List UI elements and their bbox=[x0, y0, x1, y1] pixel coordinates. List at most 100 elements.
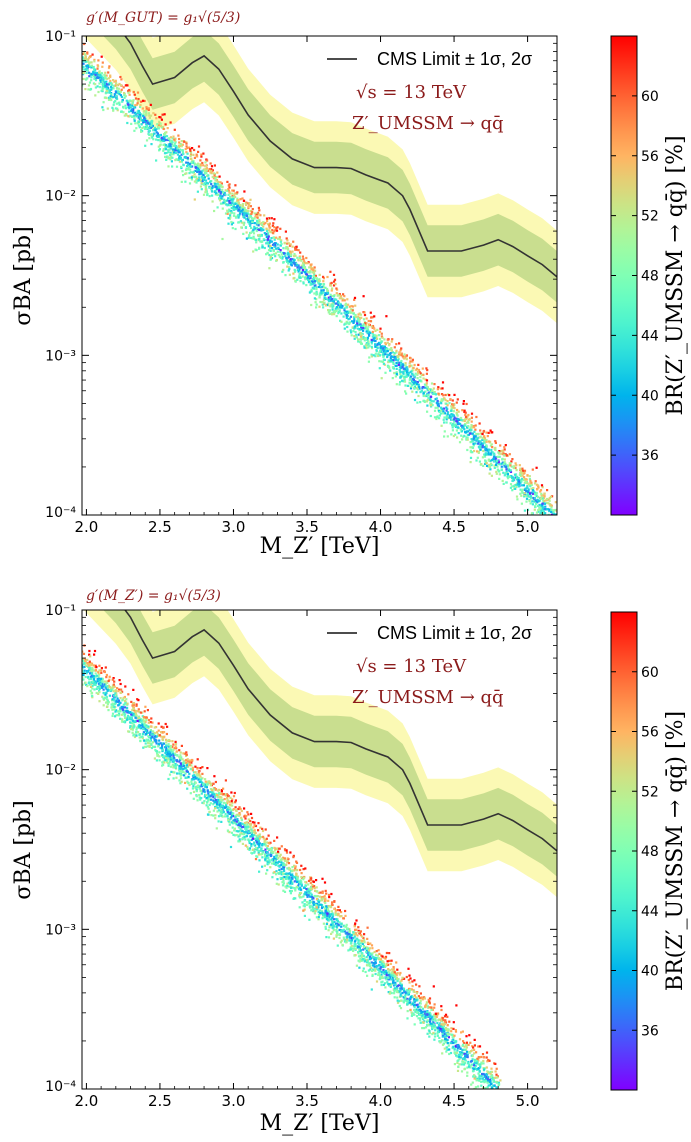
scatter-point bbox=[556, 528, 558, 530]
scatter-point bbox=[213, 174, 216, 177]
scatter-point bbox=[265, 234, 269, 237]
scatter-point bbox=[246, 847, 250, 851]
scatter-point bbox=[494, 1095, 496, 1097]
scatter-point bbox=[530, 497, 533, 500]
scatter-point bbox=[327, 296, 330, 299]
scatter-point bbox=[447, 1044, 450, 1047]
scatter-point bbox=[250, 838, 253, 841]
scatter-point bbox=[258, 846, 261, 849]
scatter-point bbox=[476, 439, 479, 442]
scatter-point bbox=[132, 99, 135, 102]
scatter-point bbox=[267, 223, 270, 226]
scatter-point bbox=[128, 717, 131, 721]
scatter-point bbox=[388, 360, 391, 363]
scatter-point bbox=[487, 459, 490, 462]
scatter-point bbox=[343, 299, 346, 302]
scatter-point bbox=[217, 183, 221, 186]
scatter-point bbox=[235, 809, 238, 812]
scatter-point bbox=[477, 1076, 480, 1079]
scatter-point bbox=[93, 58, 96, 61]
scatter-point bbox=[474, 1086, 477, 1089]
scatter-point bbox=[367, 360, 370, 363]
scatter-point bbox=[480, 463, 483, 466]
scatter-point bbox=[533, 500, 536, 503]
scatter-point bbox=[343, 295, 346, 298]
scatter-point bbox=[317, 281, 320, 284]
scatter-point bbox=[106, 86, 109, 89]
scatter-point bbox=[330, 289, 333, 292]
scatter-point bbox=[188, 172, 191, 175]
scatter-point bbox=[348, 322, 351, 326]
scatter-point bbox=[528, 478, 531, 481]
scatter-point bbox=[115, 82, 118, 85]
scatter-point bbox=[90, 61, 93, 64]
scatter-point bbox=[461, 438, 464, 441]
scatter-point bbox=[116, 107, 119, 110]
scatter-point bbox=[328, 312, 331, 315]
scatter-point bbox=[438, 1040, 441, 1043]
scatter-point bbox=[87, 665, 90, 669]
scatter-point bbox=[315, 298, 318, 301]
scatter-point bbox=[410, 369, 413, 372]
scatter-point bbox=[409, 387, 413, 390]
scatter-point bbox=[500, 452, 503, 455]
scatter-point bbox=[329, 295, 332, 298]
scatter-point bbox=[427, 388, 430, 391]
scatter-point bbox=[395, 351, 398, 354]
scatter-point bbox=[135, 103, 138, 106]
scatter-point bbox=[326, 911, 329, 914]
scatter-point bbox=[108, 97, 111, 100]
scatter-point bbox=[313, 885, 316, 888]
scatter-point bbox=[370, 355, 373, 358]
scatter-point bbox=[528, 499, 531, 503]
scatter-point bbox=[238, 206, 241, 209]
scatter-point bbox=[427, 391, 430, 394]
scatter-point bbox=[86, 51, 89, 54]
scatter-point bbox=[219, 184, 222, 187]
scatter-point bbox=[229, 812, 232, 815]
scatter-point bbox=[437, 392, 440, 395]
scatter-point bbox=[442, 1022, 445, 1025]
scatter-point bbox=[173, 752, 176, 755]
scatter-point bbox=[218, 197, 221, 200]
scatter-point bbox=[191, 159, 194, 162]
scatter-point bbox=[346, 321, 349, 324]
scatter-point bbox=[315, 286, 318, 289]
scatter-point bbox=[358, 939, 361, 942]
scatter-point bbox=[257, 206, 260, 209]
scatter-point bbox=[482, 1067, 485, 1070]
scatter-point bbox=[113, 101, 116, 104]
scatter-point bbox=[490, 453, 493, 456]
scatter-point bbox=[326, 303, 329, 306]
scatter-point bbox=[231, 211, 234, 214]
scatter-point bbox=[113, 705, 116, 708]
scatter-point bbox=[360, 324, 363, 327]
scatter-point bbox=[154, 113, 157, 116]
scatter-point bbox=[156, 135, 159, 138]
scatter-point bbox=[289, 870, 293, 873]
scatter-point bbox=[94, 73, 97, 77]
scatter-point bbox=[267, 245, 270, 248]
scatter-point bbox=[517, 482, 520, 485]
scatter-point bbox=[253, 222, 256, 225]
scatter-point bbox=[288, 273, 291, 276]
scatter-point bbox=[440, 399, 443, 402]
scatter-point bbox=[220, 820, 223, 823]
scatter-point bbox=[550, 508, 553, 511]
scatter-point bbox=[361, 337, 365, 340]
scatter-point bbox=[337, 304, 340, 307]
scatter-point bbox=[384, 353, 387, 356]
scatter-point bbox=[487, 465, 490, 468]
scatter-point bbox=[393, 354, 396, 357]
scatter-point bbox=[394, 978, 397, 981]
scatter-point bbox=[227, 812, 230, 815]
scatter-point bbox=[241, 832, 244, 836]
scatter-point bbox=[165, 758, 168, 761]
scatter-point bbox=[291, 245, 294, 248]
scatter-point bbox=[453, 424, 456, 427]
scatter-point bbox=[302, 909, 305, 912]
scatter-point bbox=[247, 206, 250, 209]
scatter-point bbox=[493, 1091, 495, 1093]
scatter-point bbox=[489, 1070, 492, 1074]
scatter-point bbox=[436, 415, 439, 418]
